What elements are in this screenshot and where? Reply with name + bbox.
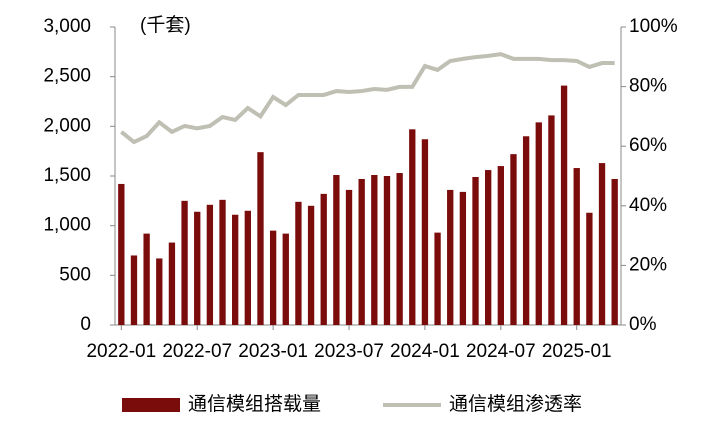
bar [320, 193, 327, 325]
bar [206, 204, 214, 325]
x-tick-label: 2023-07 [314, 341, 384, 362]
bar [194, 211, 201, 325]
bar [573, 168, 580, 325]
legend-label: 通信模组搭载量 [188, 393, 321, 415]
bar [409, 129, 416, 325]
x-tick-label: 2024-07 [466, 341, 536, 362]
x-tick-label: 2022-01 [86, 341, 156, 362]
y2-tick-label: 80% [629, 76, 667, 97]
bar [560, 85, 568, 326]
line [120, 52, 615, 145]
y2-tick-label: 40% [629, 195, 667, 216]
bar [522, 136, 530, 325]
bar [257, 152, 264, 325]
bar [269, 230, 277, 325]
bar [485, 170, 492, 325]
bar [447, 189, 454, 325]
bar [535, 122, 542, 325]
bar [307, 205, 315, 325]
bar [130, 255, 138, 325]
bar [611, 178, 618, 325]
x-tick-label: 2023-01 [238, 341, 308, 362]
legend-swatch [122, 398, 180, 412]
bar [282, 233, 289, 325]
bar [156, 258, 163, 325]
bar [232, 214, 239, 325]
y-tick-label: 0 [80, 314, 91, 335]
bar [434, 232, 441, 325]
y-tick-label: 500 [59, 264, 91, 285]
bar [181, 200, 188, 325]
y-tick-label: 2,000 [43, 115, 91, 136]
bar [383, 176, 391, 325]
bar [143, 233, 150, 325]
bar [472, 176, 479, 325]
bar [168, 242, 176, 325]
bar [358, 178, 365, 325]
bar [118, 183, 125, 325]
unit-annotation: (千套) [140, 14, 191, 36]
bar [510, 154, 517, 325]
bar [497, 166, 504, 325]
bar [219, 199, 226, 325]
bar [459, 191, 467, 325]
y2-tick-label: 20% [629, 254, 667, 275]
x-tick-label: 2022-07 [162, 341, 232, 362]
bar [371, 175, 378, 325]
bar [244, 210, 251, 325]
y-tick-label: 1,500 [43, 165, 91, 186]
bar [548, 115, 555, 325]
bar [345, 189, 353, 325]
bar [333, 175, 340, 325]
bar [586, 212, 593, 325]
x-tick-label: 2025-01 [542, 341, 612, 362]
y2-tick-label: 0% [629, 314, 657, 335]
bar [295, 201, 302, 325]
y-tick-label: 1,000 [43, 215, 91, 236]
bar [598, 163, 606, 325]
x-tick-label: 2024-01 [390, 341, 460, 362]
y2-tick-label: 100% [629, 16, 678, 37]
legend-label: 通信模组渗透率 [449, 393, 582, 415]
y2-tick-label: 60% [629, 135, 667, 156]
y-tick-label: 2,500 [43, 66, 91, 87]
bar [421, 139, 429, 325]
y-tick-label: 3,000 [43, 16, 91, 37]
bar [396, 173, 403, 325]
